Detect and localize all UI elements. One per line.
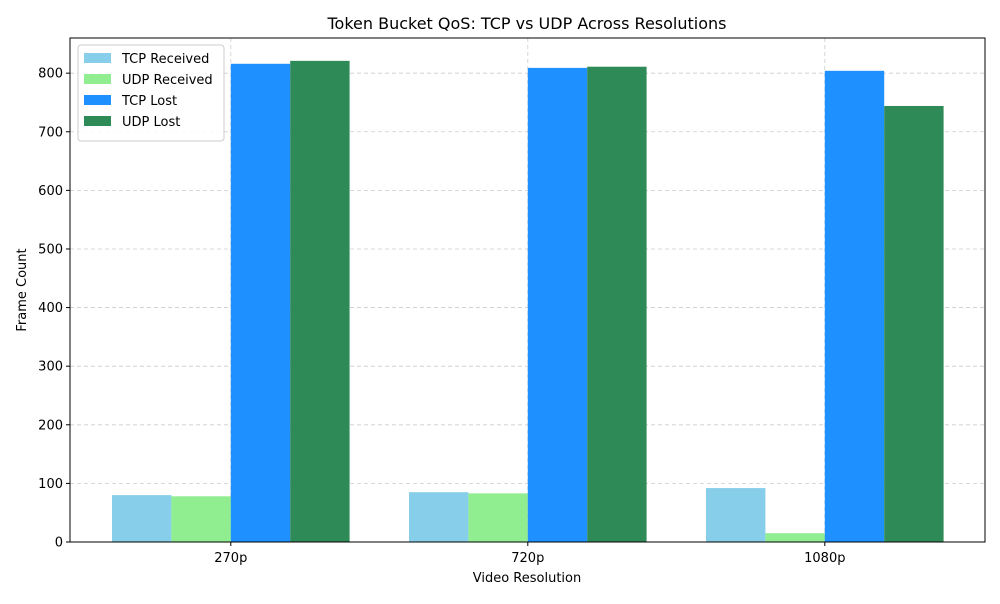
bar-tcp-received-1080p <box>706 488 766 542</box>
bar-tcp-lost-1080p <box>824 70 885 542</box>
legend-label: UDP Lost <box>122 115 180 130</box>
legend-box <box>77 44 225 142</box>
y-tick-label: 600 <box>38 184 63 199</box>
bar-tcp-lost-270p <box>230 63 291 543</box>
y-tick-label: 400 <box>38 301 63 316</box>
bar-udp-received-270p <box>171 496 231 542</box>
bar-tcp-received-270p <box>112 495 172 542</box>
y-axis: 0 100 200 300 400 500 600 700 800 <box>38 67 70 551</box>
bar-tcp-received-720p <box>409 492 469 542</box>
legend-label: UDP Received <box>122 73 213 88</box>
legend: TCP Received UDP Received TCP Lost UDP Lost <box>77 44 225 142</box>
legend-label: TCP Lost <box>121 94 177 109</box>
y-axis-label: Frame Count <box>15 248 30 331</box>
bars <box>112 60 944 543</box>
y-tick-label: 800 <box>38 67 63 82</box>
legend-label: TCP Received <box>121 52 209 67</box>
y-tick-label: 0 <box>55 536 63 551</box>
y-tick-label: 500 <box>38 242 63 257</box>
bar-tcp-lost-720p <box>527 67 588 543</box>
chart-title: Token Bucket QoS: TCP vs UDP Across Reso… <box>326 14 726 33</box>
bar-udp-lost-720p <box>587 66 647 542</box>
x-axis: 270p 720p 1080p <box>214 542 845 566</box>
legend-swatch <box>84 95 111 105</box>
bar-udp-lost-270p <box>290 60 350 543</box>
bar-udp-received-1080p <box>765 533 825 542</box>
legend-swatch <box>84 116 111 126</box>
bar-udp-received-720p <box>468 493 528 542</box>
y-tick-label: 100 <box>38 477 63 492</box>
y-tick-label: 200 <box>38 418 63 433</box>
legend-swatch <box>84 74 111 84</box>
legend-swatch <box>84 53 111 63</box>
y-tick-label: 300 <box>38 360 63 375</box>
x-tick-label: 270p <box>214 551 247 566</box>
y-tick-label: 700 <box>38 125 63 140</box>
x-axis-label: Video Resolution <box>473 571 581 586</box>
x-tick-label: 720p <box>511 551 544 566</box>
x-tick-label: 1080p <box>804 551 845 566</box>
bar-udp-lost-1080p <box>884 105 944 543</box>
